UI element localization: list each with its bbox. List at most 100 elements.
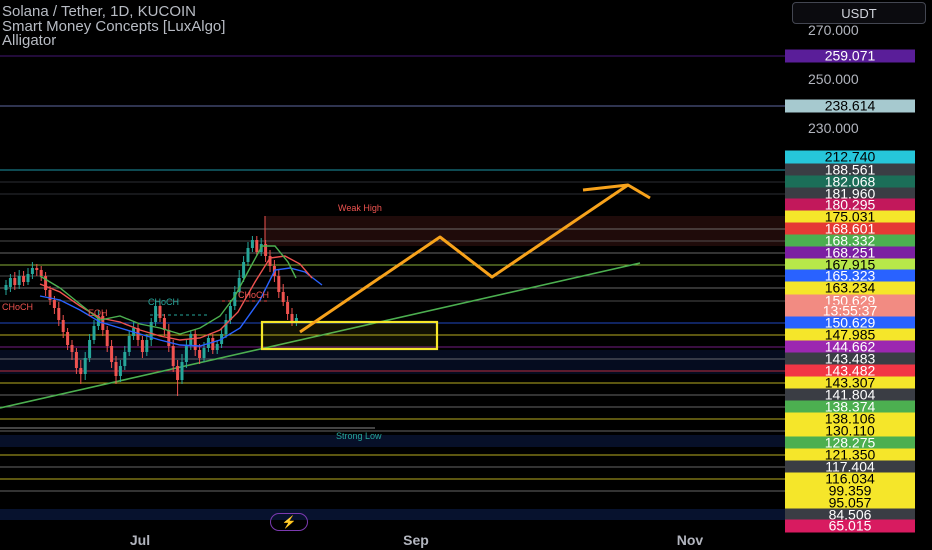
choch-label: CHoCH <box>2 302 34 312</box>
price-badge: 181.960 <box>785 187 915 201</box>
price-badge: 238.614 <box>785 99 915 113</box>
price-badge: 13:55:37 <box>785 304 915 318</box>
trend-line <box>0 262 641 409</box>
candle-body <box>13 278 17 285</box>
price-badge: 175.031 <box>785 210 915 224</box>
candle-body <box>26 274 30 282</box>
time-tick: Nov <box>676 532 704 548</box>
candle-body <box>79 368 83 374</box>
candle-body <box>149 322 153 340</box>
price-badge: 147.985 <box>785 328 915 342</box>
price-badge: 168.601 <box>785 222 915 236</box>
candle-body <box>193 334 197 350</box>
candle-body <box>30 268 34 274</box>
candle-body <box>242 262 246 278</box>
candle-body <box>233 292 237 306</box>
candle-body <box>4 285 8 290</box>
price-badge: 65.015 <box>785 519 915 533</box>
lightning-icon[interactable]: ⚡ <box>270 513 308 531</box>
candle-body <box>162 318 166 330</box>
price-tick: 270.000 <box>808 22 859 38</box>
candle-body <box>228 306 232 320</box>
candle-body <box>198 350 202 358</box>
candle-body <box>83 358 87 374</box>
price-badge: 165.323 <box>785 269 915 283</box>
candle-body <box>211 338 215 350</box>
candle-body <box>281 292 285 302</box>
price-badge: 143.482 <box>785 364 915 378</box>
price-badge: 121.350 <box>785 448 915 462</box>
price-tick: 230.000 <box>808 120 859 136</box>
candle-body <box>255 240 259 252</box>
strong-low-zone <box>0 435 785 447</box>
price-badge: 95.057 <box>785 496 915 510</box>
price-badge: 141.804 <box>785 388 915 402</box>
candle-body <box>180 362 184 380</box>
choch-label: CHoCH <box>238 290 270 300</box>
candle-body <box>158 306 162 318</box>
price-tick: 250.000 <box>808 71 859 87</box>
candle-body <box>171 346 175 366</box>
weak-high-label: Weak High <box>338 203 382 213</box>
price-badge: 84.506 <box>785 508 915 522</box>
candle-body <box>176 366 180 380</box>
candle-body <box>66 332 70 345</box>
candle-body <box>268 256 272 266</box>
indicator-alligator-label[interactable]: Alligator <box>2 32 57 49</box>
price-badge: 168.251 <box>785 246 915 260</box>
price-badge: 167.915 <box>785 258 915 272</box>
price-badge: 143.483 <box>785 352 915 366</box>
candle-body <box>74 352 78 368</box>
price-badge: 212.740 <box>785 150 915 164</box>
candle-body <box>184 346 188 362</box>
candle-body <box>52 300 56 308</box>
candle-body <box>237 278 241 292</box>
symbol-title[interactable]: Solana / Tether, 1D, KUCOIN <box>2 3 196 20</box>
price-badge: 143.307 <box>785 376 915 390</box>
candle-body <box>154 306 158 322</box>
candle-body <box>189 334 193 346</box>
candle-body <box>88 340 92 358</box>
candle-body <box>44 276 48 290</box>
alligator-jaw-line <box>39 267 323 347</box>
candle-body <box>277 276 281 292</box>
candle-body <box>22 276 26 282</box>
candle-body <box>290 314 294 322</box>
price-badge: 117.404 <box>785 460 915 474</box>
time-tick: Jul <box>129 532 151 548</box>
price-badge: 150.629 <box>785 316 915 330</box>
indicator-smc-label[interactable]: Smart Money Concepts [LuxAlgo] <box>2 18 226 35</box>
price-badge: 168.332 <box>785 234 915 248</box>
currency-button[interactable]: USDT <box>792 2 926 24</box>
highlight-box <box>260 320 439 351</box>
price-badge: 150.629 <box>785 294 915 308</box>
alligator-lips-line <box>39 245 297 335</box>
candle-body <box>105 330 109 346</box>
candle-body <box>264 244 268 256</box>
price-badge: 116.034 <box>785 472 915 486</box>
projection-arrowhead <box>582 183 651 200</box>
candle-body <box>17 276 21 285</box>
choch-label: CHoCH <box>148 297 180 307</box>
candle-body <box>114 362 118 376</box>
candle-body <box>118 366 122 376</box>
candle-body <box>224 320 228 334</box>
projection-path <box>299 183 629 334</box>
candle-body <box>215 344 219 350</box>
price-badge: 99.359 <box>785 484 915 498</box>
candle-body <box>250 240 254 248</box>
strong-low-label: Strong Low <box>336 431 382 441</box>
price-badge: 180.295 <box>785 198 915 212</box>
price-badge: 128.275 <box>785 436 915 450</box>
price-badge: 130.110 <box>785 424 915 438</box>
time-tick: Sep <box>403 532 429 548</box>
price-badge: 138.374 <box>785 400 915 414</box>
candle-body <box>39 270 43 276</box>
price-badge: 138.106 <box>785 412 915 426</box>
eqh-label: EQH <box>88 308 108 318</box>
candle-body <box>110 346 114 362</box>
candle-body <box>286 302 290 314</box>
candle-body <box>123 352 127 366</box>
